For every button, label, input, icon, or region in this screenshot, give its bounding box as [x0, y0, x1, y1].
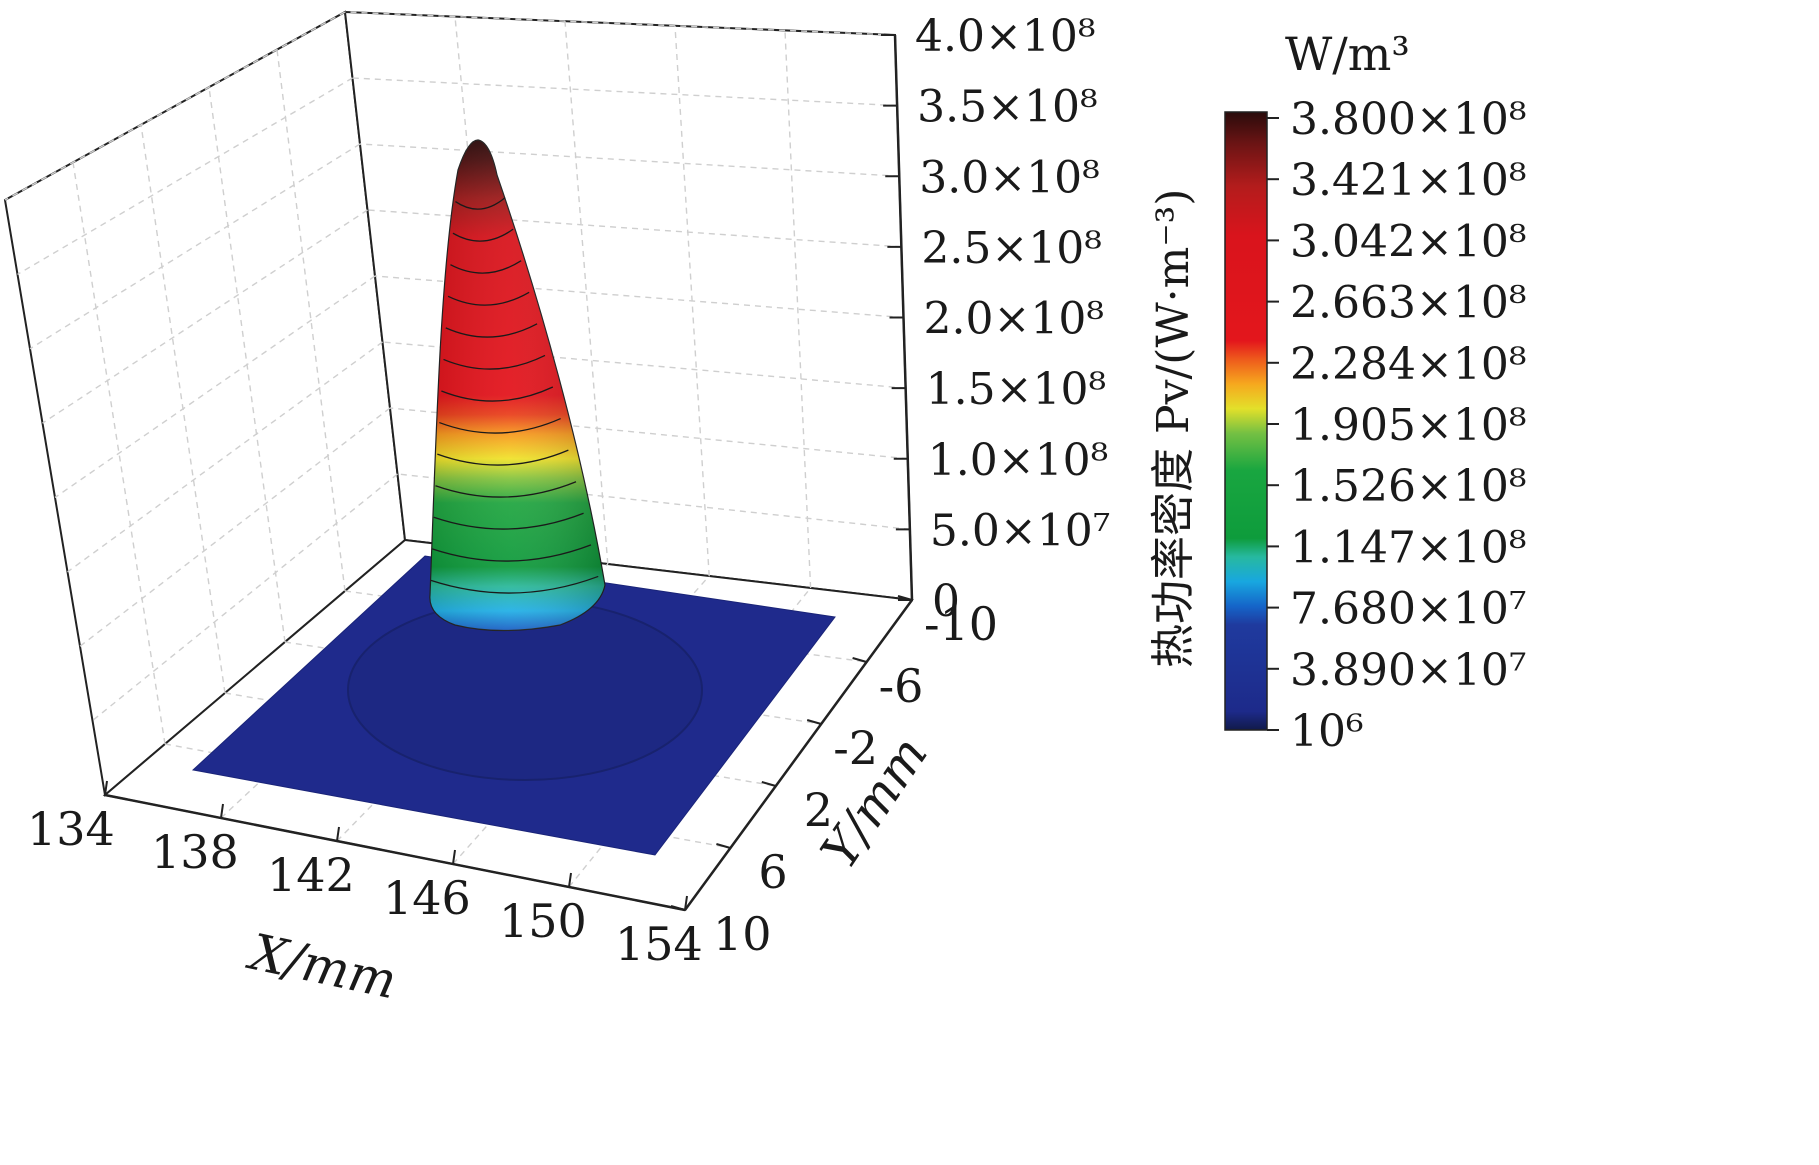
grid-line-x-wall	[564, 21, 609, 565]
contour-line	[443, 354, 546, 370]
x-tick-mark	[568, 872, 572, 888]
right-back-wall	[343, 10, 914, 602]
y-tick-label: 2	[804, 783, 833, 837]
grid-line-z-left	[29, 143, 361, 350]
colorbar-tick-label: 3.800×10⁸	[1290, 94, 1526, 145]
contour-line	[445, 323, 538, 338]
y-tick-mark	[852, 657, 867, 663]
y-axis-ticks: -10-6-226 10	[670, 595, 998, 961]
contour-line	[441, 386, 554, 402]
colorbar-gradient	[1224, 111, 1268, 731]
y-axis-line	[683, 599, 914, 911]
x-axis-label: X/mm	[242, 922, 402, 1010]
x-tick-mark	[220, 803, 224, 819]
z-tick-label: 5.0×10⁷	[930, 505, 1110, 556]
y-tick-label: 6	[758, 845, 787, 899]
contour-line	[432, 544, 592, 562]
colorbar-tick-label: 7.680×10⁷	[1290, 584, 1526, 635]
y-tick-mark	[670, 905, 686, 911]
colorbar-tick-label: 2.663×10⁸	[1290, 278, 1526, 329]
z-tick-label: 3.5×10⁸	[917, 82, 1097, 133]
colorbar-unit: W/m³	[1285, 27, 1410, 81]
x-tick-mark	[104, 780, 108, 796]
x-tick-label: 142	[267, 848, 355, 902]
y-tick-label: 10	[713, 907, 772, 961]
z-tick-label: 2.0×10⁸	[924, 294, 1104, 345]
grid-line-x-wall	[674, 25, 710, 577]
x-axis-ticks: 134 138 142 146 150 154	[27, 780, 703, 971]
grid-line-z-right	[352, 77, 898, 107]
contour-line	[433, 512, 584, 530]
x-tick-mark	[684, 895, 688, 911]
x-tick-label: 138	[151, 825, 239, 879]
y-tick-label: -10	[924, 597, 998, 651]
x-tick-mark	[452, 849, 456, 865]
grid-line-y-wall	[276, 49, 346, 592]
colorbar-tick-label: 1.147×10⁸	[1290, 522, 1526, 573]
colorbar-tick-label: 1.526×10⁸	[1290, 461, 1526, 512]
grid-line-z-left	[4, 11, 346, 201]
colorbar-tick-label: 3.421×10⁸	[1290, 155, 1526, 206]
grid-line-z-right	[359, 143, 900, 177]
grid-line-z-left	[17, 77, 353, 275]
contour-line	[452, 228, 514, 242]
colorbar-tick-label: 3.042×10⁸	[1290, 216, 1526, 267]
contour-line	[447, 291, 530, 306]
y-tick-mark	[716, 843, 731, 849]
contour-line	[439, 417, 561, 434]
colorbar-tick-label: 1.905×10⁸	[1290, 400, 1526, 451]
grid-line-z-left	[67, 341, 383, 573]
x-tick-label: 150	[499, 894, 587, 948]
contour-line	[430, 575, 599, 594]
colorbar-tick-label: 3.890×10⁷	[1290, 645, 1526, 696]
grid-line-z-left	[42, 209, 368, 424]
grid-line-x-wall	[784, 30, 812, 589]
colorbar: W/m³ 10⁶ 3.890×10⁷ 7.680×10⁷ 1.147×10⁸ 1.526…	[1224, 27, 1526, 757]
x-axis-line	[104, 793, 686, 912]
contour-lines	[430, 197, 599, 594]
contour-line	[435, 481, 577, 498]
z-tick-label: 1.5×10⁸	[926, 364, 1106, 415]
contour-line	[450, 260, 522, 274]
peak-surface	[429, 139, 606, 632]
z-axis-ticks: 0 5.0×10⁷ 1.0×10⁸ 1.5×10⁸ 2.0×10⁸ 2.5×10⁸ 3.0×…	[881, 11, 1110, 627]
y-tick-mark	[761, 781, 777, 787]
contour-line	[455, 197, 506, 210]
z-tick-label: 1.0×10⁸	[928, 435, 1108, 486]
grid-line-z-right	[344, 11, 896, 36]
x-tick-label: 154	[615, 917, 703, 971]
z-tick-label: 0	[932, 576, 960, 627]
colorbar-tick-label: 2.284×10⁸	[1290, 339, 1526, 390]
z-axis-label: 热功率密度 Pv/(W·m⁻³)	[1148, 189, 1199, 668]
grid-line-y-wall	[140, 124, 226, 694]
grid-line-y-wall	[208, 87, 286, 643]
y-tick-mark	[806, 719, 822, 725]
x-tick-mark	[336, 826, 340, 842]
y-tick-label: -2	[833, 721, 878, 775]
x-tick-label: 134	[27, 802, 115, 856]
grid-line-z-left	[54, 275, 376, 499]
z-tick-label: 3.0×10⁸	[919, 152, 1099, 203]
contour-line	[437, 449, 569, 466]
colorbar-ticks: 10⁶ 3.890×10⁷ 7.680×10⁷ 1.147×10⁸ 1.526×10⁸ 1…	[1267, 94, 1526, 757]
colorbar-tick-label: 10⁶	[1290, 706, 1364, 757]
z-tick-label: 2.5×10⁸	[921, 223, 1101, 274]
x-tick-label: 146	[383, 871, 471, 925]
y-tick-label: -6	[879, 659, 924, 713]
z-tick-label: 4.0×10⁸	[915, 11, 1095, 62]
